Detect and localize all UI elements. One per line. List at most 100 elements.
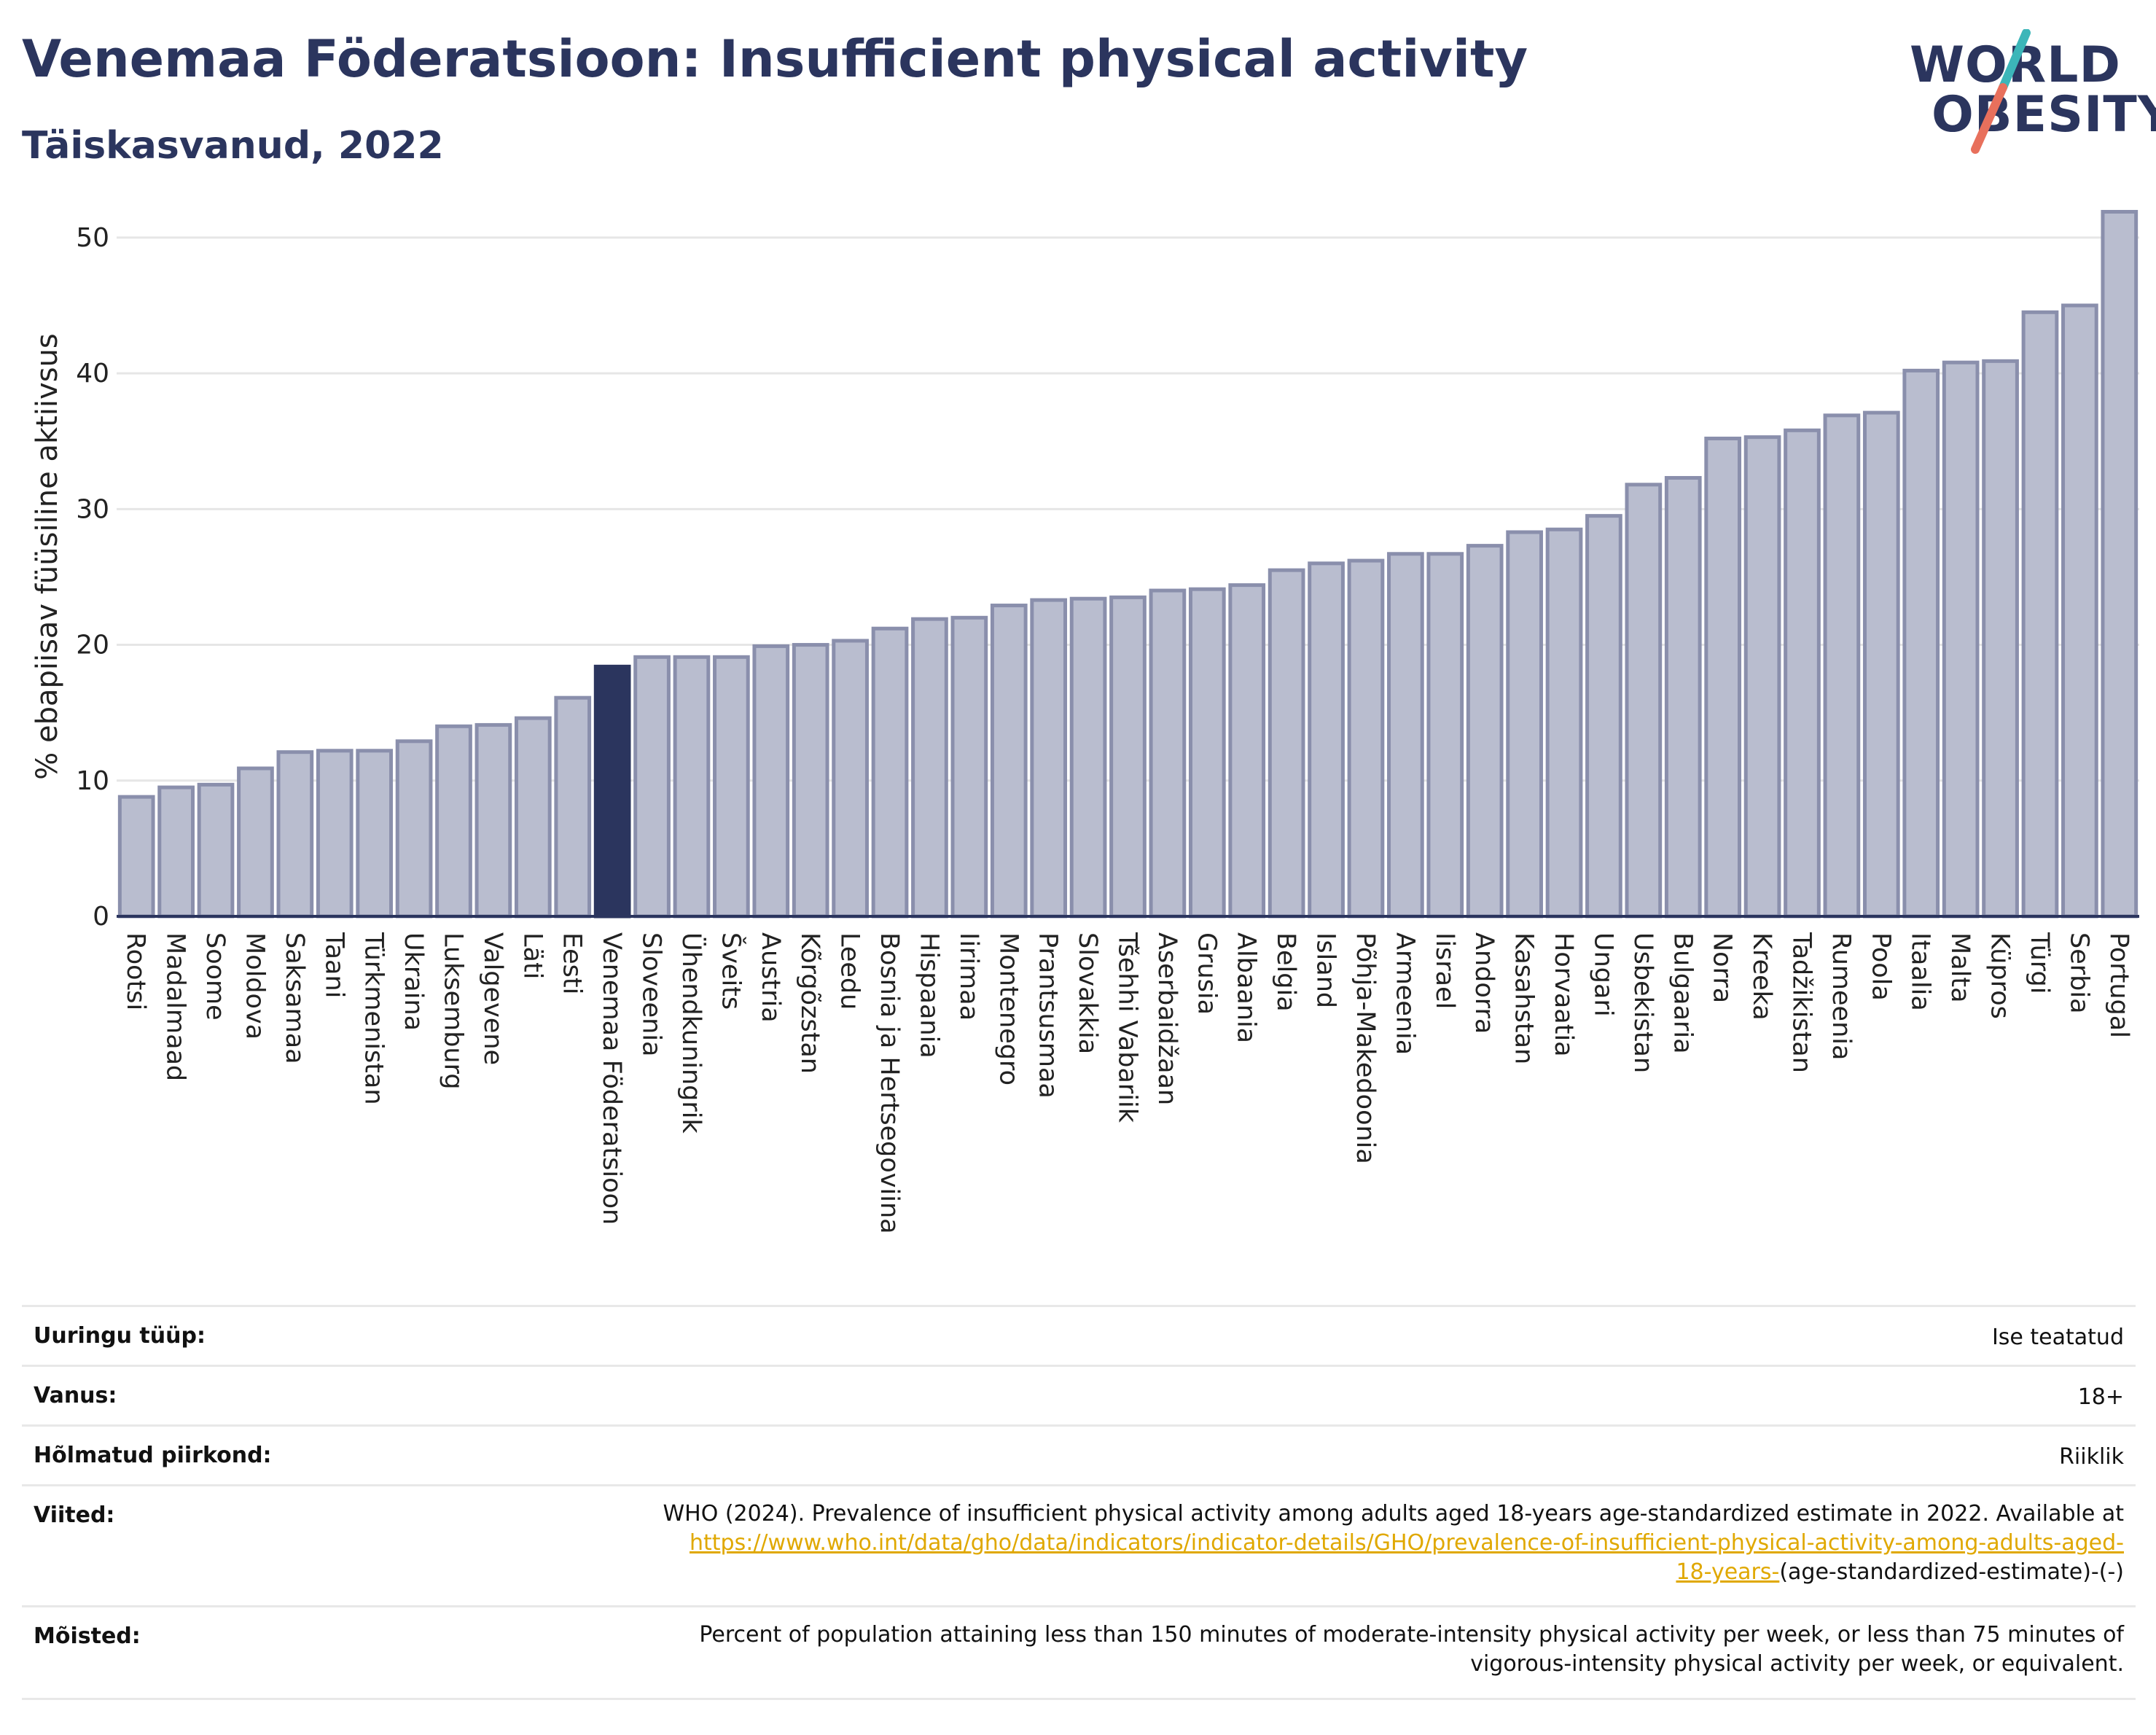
x-tick-label: Aserbaidžaan [1152, 932, 1181, 1105]
bar-leedu [832, 639, 869, 919]
bar-rumeenia [1823, 413, 1861, 919]
references-text: WHO (2024). Prevalence of insufficient p… [663, 1501, 2124, 1527]
x-tick-label: Bosnia ja Hertsegoviina [875, 932, 904, 1234]
references-link-cont[interactable]: 18-years- [1676, 1559, 1780, 1585]
x-tick-label: Soome [200, 932, 230, 1021]
bar-montenegro [990, 604, 1028, 919]
x-tick-label: Prantsusmaa [1034, 932, 1063, 1099]
bar-kreeka [1743, 435, 1781, 919]
region-label: Hõlmatud piirkond: [34, 1443, 272, 1468]
x-tick-label: Grusia [1192, 932, 1221, 1015]
survey-label: Uuringu tüüp: [34, 1323, 206, 1349]
bar-p-hja-makedoonia [1347, 558, 1385, 919]
references-value: WHO (2024). Prevalence of insufficient p… [663, 1500, 2124, 1587]
logo-slash-icon [1971, 29, 2031, 154]
x-tick-label: Itaalia [1906, 932, 1935, 1011]
x-tick-label: Leedu [835, 932, 864, 1010]
bar-serbia [2061, 303, 2098, 919]
bar-poola [1862, 410, 1900, 919]
x-tick-label: Iirimaa [954, 932, 983, 1021]
x-tick-label: Valgevene [478, 932, 507, 1065]
x-tick-label: Põhja-Makedoonia [1351, 932, 1380, 1164]
logo-line-2: OBESITY [1932, 86, 2156, 144]
x-tick-label: Rootsi [121, 932, 150, 1010]
bar-rootsi [117, 795, 155, 919]
x-tick-label: Armeenia [1390, 932, 1419, 1055]
bar-island [1308, 561, 1345, 919]
bar-prantsusmaa [1030, 598, 1068, 919]
x-tick-label: Usbekistan [1628, 932, 1657, 1073]
bar-aserbaid-aan [1149, 588, 1187, 919]
x-tick-label: Ungari [1588, 932, 1617, 1017]
meta-row-definitions: Mõisted: Percent of population attaining… [22, 1605, 2136, 1700]
region-value: Riiklik [2059, 1444, 2124, 1470]
x-tick-label: Iisrael [1430, 932, 1459, 1009]
x-tick-label: Ukraina [399, 932, 428, 1031]
bar-ukraina [395, 739, 433, 919]
x-tick-label: Montenegro [993, 932, 1023, 1085]
world-obesity-logo: WORLD OBESITY [1895, 29, 2156, 160]
references-label: Viited: [34, 1502, 115, 1528]
bar-armeenia [1387, 552, 1424, 919]
x-tick-label: Island [1311, 932, 1340, 1008]
x-tick-label: Andorra [1469, 932, 1499, 1034]
bar-iisrael [1426, 552, 1464, 919]
x-tick-label: Moldova [240, 932, 269, 1040]
meta-row-references: Viited: WHO (2024). Prevalence of insuff… [22, 1484, 2136, 1607]
bar-norra [1704, 436, 1742, 919]
bar-k-pros [1982, 359, 2019, 919]
bar-horvaatia [1545, 527, 1583, 919]
definitions-line-1: Percent of population attaining less tha… [699, 1622, 2124, 1648]
x-tick-label: Madalmaad [161, 932, 190, 1081]
x-tick-label: Hispaania [914, 932, 943, 1058]
references-link[interactable]: https://www.who.int/data/gho/data/indica… [690, 1530, 2124, 1556]
bar-kasahstan [1506, 530, 1543, 919]
bar--hendkuningrik [673, 655, 711, 919]
definitions-line-2: vigorous-intensity physical activity per… [1470, 1651, 2124, 1677]
page-title: Venemaa Föderatsioon: Insufficient physi… [22, 29, 1528, 89]
bar-saksamaa [276, 750, 314, 919]
bar-slovakkia [1069, 596, 1107, 919]
bar-albaania [1228, 583, 1266, 919]
bar-tad-ikistan [1784, 428, 1821, 919]
x-tick-label: Venemaa Föderatsioon [597, 932, 626, 1225]
bar-k-rg-zstan [792, 643, 829, 919]
bar--veits [713, 655, 750, 919]
x-tick-label: Poola [1866, 932, 1895, 1001]
age-value: 18+ [2077, 1384, 2124, 1410]
bar-portugal [2101, 209, 2139, 919]
x-tick-label: Ühendkuningrik [676, 932, 707, 1134]
survey-value: Ise teatatud [1991, 1325, 2124, 1350]
x-tick-label: Albaania [1232, 932, 1261, 1043]
x-tick-label: Taani [319, 932, 348, 998]
y-axis-label: % ebapiisav füüsiline aktiivsus [31, 333, 64, 780]
age-label: Vanus: [34, 1383, 117, 1408]
x-tick-label: Austria [756, 932, 785, 1023]
x-tick-label: Šveits [716, 932, 746, 1010]
meta-row-age: Vanus: 18+ [22, 1365, 2136, 1427]
x-tick-label: Norra [1708, 932, 1737, 1003]
bar-iirimaa [950, 615, 988, 919]
x-tick-label: Kreeka [1747, 932, 1776, 1021]
bar-t-rkmenistan [356, 749, 394, 919]
x-tick-label: Luksemburg [439, 932, 468, 1090]
bar-hispaania [911, 617, 948, 919]
x-tick-label: Tšehhi Vabariik [1113, 932, 1142, 1123]
bar-itaalia [1902, 368, 1940, 919]
bar-bulgaaria [1664, 475, 1702, 919]
bar-moldova [237, 766, 274, 919]
y-tick-label: 30 [76, 494, 109, 524]
y-tick-label: 0 [93, 902, 109, 932]
x-tick-label: Läti [517, 932, 547, 979]
x-tick-label: Küpros [1985, 932, 2015, 1019]
bar-eesti [554, 695, 592, 919]
x-tick-label: Eesti [558, 932, 587, 994]
definitions-value: Percent of population attaining less tha… [699, 1621, 2124, 1679]
bar-taani [316, 749, 354, 919]
x-axis-labels: Rootsi Madalmaad Soome Moldova Saksamaa Taani… [121, 932, 2133, 1234]
x-tick-label: Sloveenia [637, 932, 666, 1057]
y-tick-label: 50 [76, 223, 109, 253]
x-tick-label: Horvaatia [1549, 932, 1578, 1057]
x-tick-label: Rumeenia [1827, 932, 1856, 1060]
page-subtitle: Täiskasvanud, 2022 [22, 124, 444, 168]
